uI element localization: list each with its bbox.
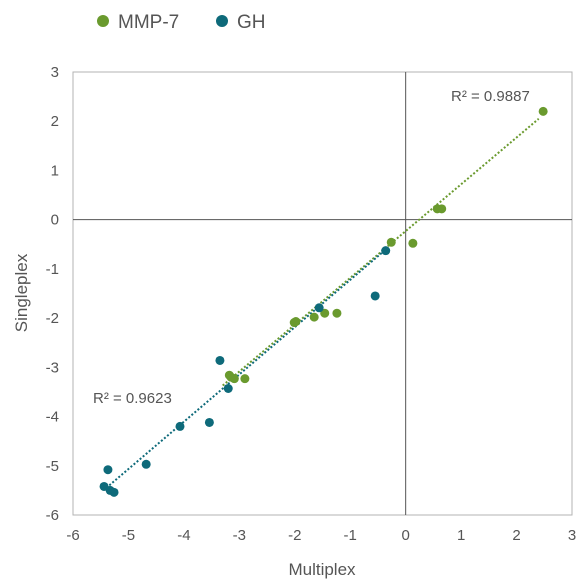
data-point-gh — [223, 383, 233, 393]
x-tick-label: 1 — [457, 527, 465, 544]
x-tick-label: -6 — [66, 527, 79, 544]
data-point-mmp7 — [240, 374, 250, 384]
data-point-gh — [103, 465, 113, 475]
data-point-gh — [370, 291, 380, 301]
trendline-gh — [105, 245, 390, 489]
legend-label-gh: GH — [237, 12, 266, 33]
x-tick-label: -1 — [344, 527, 357, 544]
y-tick-label: -2 — [46, 310, 59, 327]
y-tick-labels: -6 -5 -4 -3 -2 -1 0 1 2 3 — [46, 64, 59, 524]
data-point-gh — [314, 303, 324, 313]
data-point-mmp7 — [432, 204, 442, 214]
y-tick-label: 3 — [51, 64, 59, 81]
x-tick-label: 3 — [568, 527, 576, 544]
y-tick-label: -4 — [46, 409, 59, 426]
legend-swatch-gh — [216, 15, 228, 27]
data-point-mmp7 — [386, 237, 396, 247]
legend: MMP-7 GH — [97, 12, 266, 33]
x-tick-label: 0 — [401, 527, 409, 544]
data-point-mmp7 — [224, 370, 234, 380]
trendlines — [105, 117, 540, 489]
data-point-mmp7 — [408, 238, 418, 248]
data-point-gh — [175, 421, 185, 431]
data-point-gh — [204, 417, 214, 427]
x-tick-label: 2 — [512, 527, 520, 544]
y-tick-label: -6 — [46, 507, 59, 524]
plot-area-frame — [72, 71, 573, 516]
data-point-gh — [381, 246, 391, 256]
y-tick-label: -3 — [46, 359, 59, 376]
y-tick-label: 0 — [51, 212, 59, 229]
data-point-mmp7 — [538, 106, 548, 116]
legend-swatch-mmp7 — [97, 15, 109, 27]
data-point-mmp7 — [332, 308, 342, 318]
data-point-mmp7 — [320, 308, 330, 318]
x-tick-label: -4 — [177, 527, 190, 544]
y-tick-label: 1 — [51, 162, 59, 179]
data-point-gh — [109, 487, 119, 497]
r2-label-gh: R² = 0.9623 — [93, 390, 172, 407]
legend-label-mmp7: MMP-7 — [118, 12, 179, 33]
y-tick-label: -1 — [46, 261, 59, 278]
y-tick-label: 2 — [51, 113, 59, 130]
y-axis-label: Singleplex — [12, 253, 31, 332]
data-point-gh — [215, 355, 225, 365]
x-tick-label: -5 — [122, 527, 135, 544]
y-tick-label: -5 — [46, 458, 59, 475]
r2-label-mmp7: R² = 0.9887 — [451, 88, 530, 105]
x-tick-labels: -6 -5 -4 -3 -2 -1 0 1 2 3 — [66, 527, 576, 544]
data-point-gh — [141, 459, 151, 469]
trendline-mmp7 — [222, 117, 540, 387]
x-axis-label: Multiplex — [288, 560, 356, 579]
data-point-mmp7 — [289, 318, 299, 328]
x-tick-label: -2 — [288, 527, 301, 544]
data-point-mmp7 — [309, 312, 319, 322]
x-tick-label: -3 — [233, 527, 246, 544]
data-points — [99, 106, 548, 497]
